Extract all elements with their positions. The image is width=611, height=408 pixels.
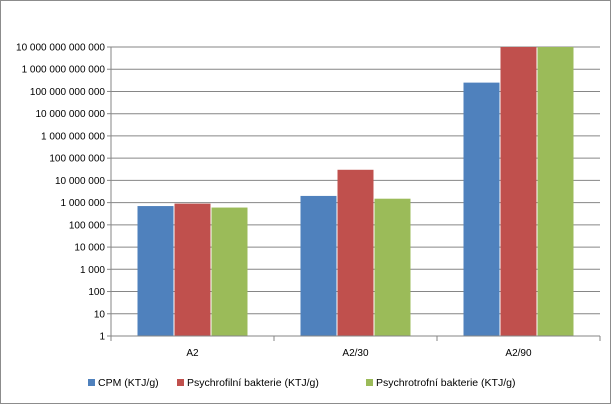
legend-swatch: [88, 379, 95, 386]
bar: [300, 195, 337, 336]
y-tick-label: 10 000 000 000: [35, 109, 105, 120]
x-category-label: A2/30: [342, 348, 369, 359]
axes: [110, 47, 601, 341]
legend-swatch: [366, 379, 373, 386]
y-tick-label: 10 000: [74, 243, 105, 254]
bars: [137, 47, 574, 337]
x-axis-category-labels: A2 A2/30 A2/90: [186, 348, 532, 359]
y-tick-label: 1 000: [80, 265, 105, 276]
bar: [337, 169, 374, 336]
y-tick-label: 10 000 000 000 000: [16, 43, 105, 54]
legend-label: Psychrofilní bakterie (KTJ/g): [187, 377, 319, 389]
y-tick-label: 1 000 000 000 000: [22, 65, 106, 76]
legend-swatch: [177, 379, 184, 386]
y-tick-label: 1 000 000 000: [41, 131, 105, 142]
bar: [463, 82, 500, 337]
bar: [537, 47, 574, 336]
y-tick-label: 100: [88, 287, 105, 298]
y-tick-label: 10 000 000: [55, 176, 105, 187]
y-tick-label: 10: [94, 309, 106, 320]
bar: [174, 203, 211, 336]
bar: [137, 206, 174, 336]
bar: [374, 198, 411, 336]
y-tick-label: 1: [99, 332, 105, 343]
x-category-label: A2/90: [505, 348, 532, 359]
legend-label: Psychrotrofní bakterie (KTJ/g): [376, 377, 515, 389]
legend-label: CPM (KTJ/g): [98, 377, 159, 389]
x-category-label: A2: [186, 348, 199, 359]
y-tick-label: 100 000 000: [49, 154, 105, 165]
bar: [500, 47, 537, 336]
y-axis-tick-labels: 1 10 100 1 000 10 000 100 000 1 000 000 10 000 …: [16, 43, 105, 343]
y-tick-label: 1 000 000: [61, 198, 106, 209]
y-tick-label: 100 000 000 000: [30, 87, 106, 98]
legend: CPM (KTJ/g) Psychrofilní bakterie (KTJ/g)…: [88, 377, 515, 389]
y-tick-label: 100 000: [69, 220, 106, 231]
bar: [211, 207, 248, 336]
